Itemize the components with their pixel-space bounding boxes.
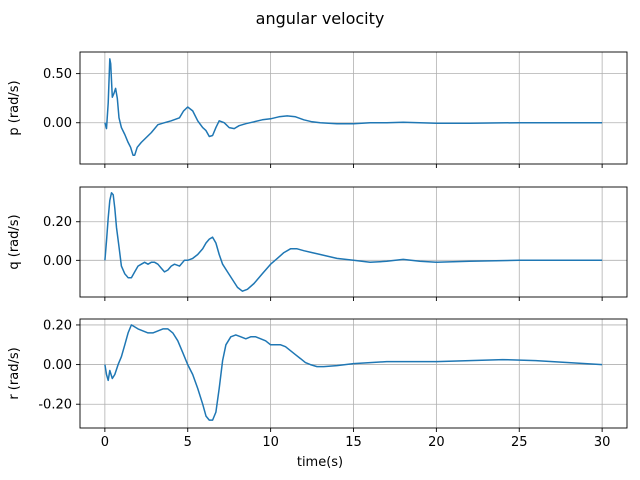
r-series-line	[104, 324, 603, 421]
x-tick-label-1: 5	[184, 435, 192, 450]
subplot-r: -0.20 0.00 0.20 r (rad/s) 0 5 10 15 20 25 30	[7, 318, 628, 450]
x-axis-label: time(s)	[297, 455, 343, 470]
p-axis-label: p (rad/s)	[7, 80, 22, 135]
y-tick-label-1: 0.00	[43, 358, 72, 373]
figure-title: angular velocity	[256, 9, 385, 28]
x-tick-label-5: 25	[511, 435, 528, 450]
y-tick-label-0: 0.00	[43, 116, 72, 131]
y-tick-label-1: 0.20	[43, 215, 72, 230]
subplot-p: 0.00 0.50 p (rad/s)	[7, 51, 628, 168]
y-tick-label-1: 0.50	[43, 67, 72, 82]
r-axis-label: r (rad/s)	[7, 347, 22, 399]
x-tick-label-0: 0	[101, 435, 109, 450]
x-tick-label-2: 10	[262, 435, 279, 450]
y-tick-label-2: 0.20	[43, 318, 72, 333]
subplot-q: 0.00 0.20 q (rad/s)	[7, 186, 628, 301]
y-tick-label-0: 0.00	[43, 254, 72, 269]
x-tick-label-4: 20	[428, 435, 445, 450]
subplots-layer: 0.00 0.50 p (rad/s) 0.00 0.20 q (rad/s) -0.20 0…	[7, 51, 628, 450]
p-series-line	[104, 58, 603, 156]
x-tick-label-6: 30	[594, 435, 611, 450]
q-series-line	[104, 192, 603, 292]
x-tick-label-3: 15	[345, 435, 362, 450]
q-axis-label: q (rad/s)	[7, 214, 22, 269]
y-tick-label-0: -0.20	[38, 398, 72, 413]
